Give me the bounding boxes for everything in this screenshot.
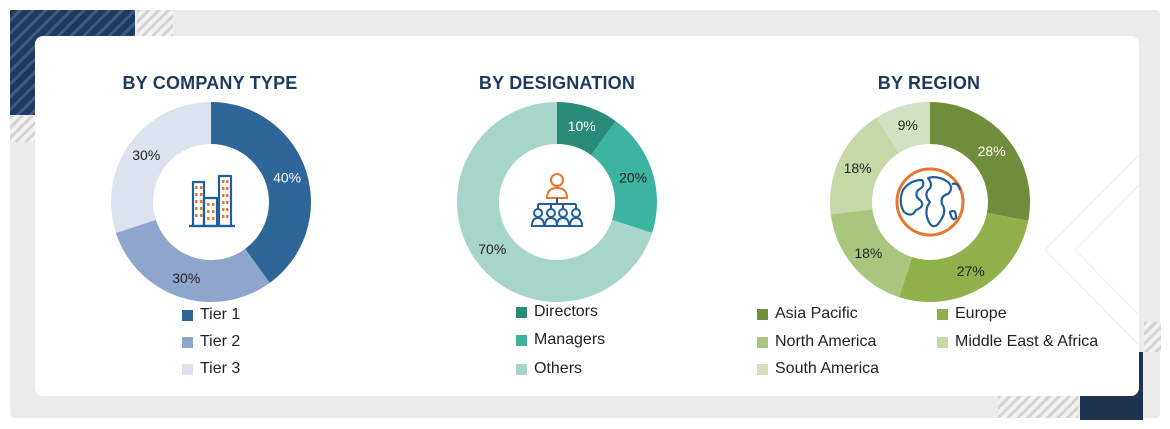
donut-chart-company-type: 40% 30% 30% [110, 102, 311, 302]
donut-slice-middle-east-africa [830, 117, 899, 215]
donut-slice-tier-3 [110, 102, 211, 233]
legend-item-tier-2: Tier 2 [182, 333, 240, 351]
donut-slice-managers [591, 121, 657, 233]
data-label: 20% [619, 169, 647, 185]
legend-label: North America [775, 333, 877, 350]
data-label: 9% [898, 117, 918, 133]
data-label: 18% [844, 160, 872, 176]
data-label: 40% [273, 169, 301, 185]
data-label: 18% [854, 245, 882, 261]
decor-stripes-gray-left [10, 116, 36, 142]
globe-icon [895, 167, 965, 237]
legend-item-europe: Europe [937, 305, 1007, 323]
legend-label: Tier 2 [200, 333, 241, 350]
legend-label: Middle East & Africa [955, 333, 1099, 350]
donut-slice-asia-pacific [930, 102, 1030, 221]
legend-swatch [182, 309, 193, 321]
data-label: 28% [978, 143, 1006, 159]
decor-stripes-gray-right [1144, 322, 1161, 352]
legend-item-asia-pacific: Asia Pacific [757, 305, 858, 323]
legend-swatch [937, 336, 948, 348]
legend-label: Managers [534, 331, 606, 348]
legend-item-tier-3: Tier 3 [182, 360, 240, 378]
legend-swatch [516, 334, 527, 346]
data-label: 27% [957, 263, 985, 279]
donut-slice-others [457, 102, 653, 302]
legend-item-middle-east-africa: Middle East & Africa [937, 333, 1098, 351]
legend-swatch [182, 336, 193, 348]
chart-title-company-type: BY COMPANY TYPE [122, 73, 298, 93]
chart-title-region: BY REGION [877, 73, 981, 93]
donut-slice-tier-2 [115, 219, 270, 302]
chart-title-designation: BY DESIGNATION [478, 73, 636, 93]
legend-label: Asia Pacific [775, 305, 858, 322]
legend-label: South America [775, 360, 880, 377]
legend-swatch [516, 363, 527, 375]
legend-item-south-america: South America [757, 360, 879, 378]
legend-label: Tier 1 [200, 306, 241, 323]
donut-slice-south-america [876, 102, 930, 154]
decor-stripes-gray-top [137, 10, 173, 36]
legend-label: Europe [955, 305, 1007, 322]
legend-item-managers: Managers [516, 331, 605, 349]
legend-swatch [516, 306, 527, 318]
legend-label: Others [534, 360, 583, 377]
legend-item-others: Others [516, 360, 582, 378]
data-label: 70% [478, 241, 506, 257]
buildings-icon [189, 174, 235, 228]
donut-slice-directors [557, 102, 616, 156]
legend-item-directors: Directors [516, 303, 598, 321]
donut-slice-europe [899, 212, 1029, 302]
decor-stripes-gray-bottom [998, 396, 1078, 418]
legend-swatch [182, 363, 193, 375]
donut-chart-region: 28% 27% 18% 18% 9% [830, 102, 1030, 302]
data-label: 30% [172, 270, 200, 286]
legend-label: Tier 3 [200, 360, 241, 377]
data-label: 10% [568, 118, 596, 134]
legend-swatch [757, 308, 768, 320]
donut-slice-tier-1 [211, 102, 311, 283]
legend-label: Directors [534, 303, 599, 320]
org-chart-icon [530, 173, 584, 227]
legend-item-tier-1: Tier 1 [182, 306, 240, 324]
legend-swatch [937, 308, 948, 320]
donut-slice-north-america [830, 209, 913, 298]
legend-item-north-america: North America [757, 333, 876, 351]
legend-swatch [757, 336, 768, 348]
data-label: 30% [132, 147, 160, 163]
donut-chart-designation: 10% 20% 70% [457, 102, 657, 302]
legend-swatch [757, 363, 768, 375]
